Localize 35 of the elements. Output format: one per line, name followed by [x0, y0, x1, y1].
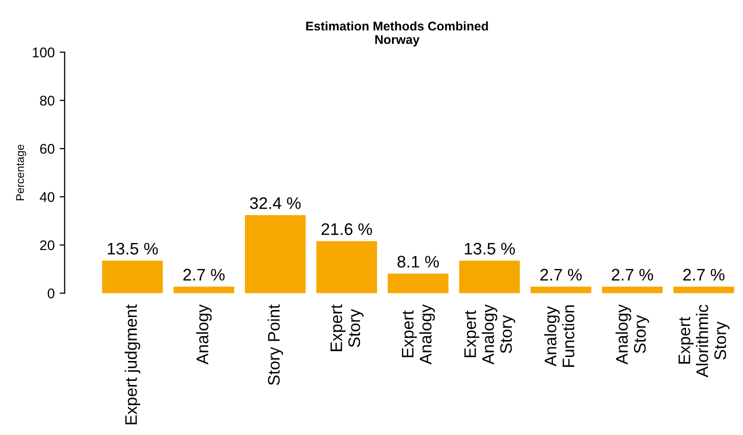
- bar: [316, 241, 378, 294]
- x-tick-label: Analogy Function: [544, 305, 574, 367]
- x-tick-label: Story Point: [268, 304, 284, 386]
- data-label: 32.4 %: [250, 197, 301, 210]
- bar: [102, 260, 163, 294]
- x-tick-label: Expert Story: [330, 304, 364, 352]
- data-label: 8.1 %: [398, 256, 439, 268]
- y-tick-label: 60: [40, 144, 54, 154]
- bar: [602, 286, 663, 294]
- x-tick-label: Analogy Story: [616, 304, 650, 364]
- data-label: 13.5 %: [108, 242, 158, 255]
- y-tick-label: 0: [48, 288, 54, 298]
- bar: [244, 215, 306, 294]
- bar: [388, 274, 448, 294]
- x-tick-label: Analogy: [196, 304, 212, 364]
- x-tick-label: Expert Alorithmic Story: [678, 304, 730, 378]
- x-tick-label: Expert judgment: [124, 304, 140, 424]
- data-label: 2.7 %: [540, 268, 582, 281]
- y-tick-label: 100: [32, 48, 54, 58]
- y-tick-label: 80: [40, 96, 54, 106]
- data-label: 2.7 %: [612, 268, 654, 281]
- data-label: 21.6 %: [322, 223, 372, 236]
- y-axis-title: Percentage: [16, 144, 26, 200]
- bar: [174, 286, 234, 294]
- y-tick-label: 20: [40, 240, 54, 250]
- bar: [673, 286, 734, 294]
- chart-title: Estimation Methods Combined Norway: [306, 21, 488, 46]
- bar: [530, 286, 592, 294]
- data-label: 2.7 %: [683, 268, 724, 281]
- data-label: 13.5 %: [464, 242, 515, 255]
- data-label: 2.7 %: [183, 268, 225, 281]
- y-tick-label: 40: [40, 192, 54, 202]
- x-tick-label: Expert Analogy Story: [464, 304, 516, 364]
- bar: [459, 260, 520, 294]
- x-tick-label: Expert Analogy: [402, 304, 435, 364]
